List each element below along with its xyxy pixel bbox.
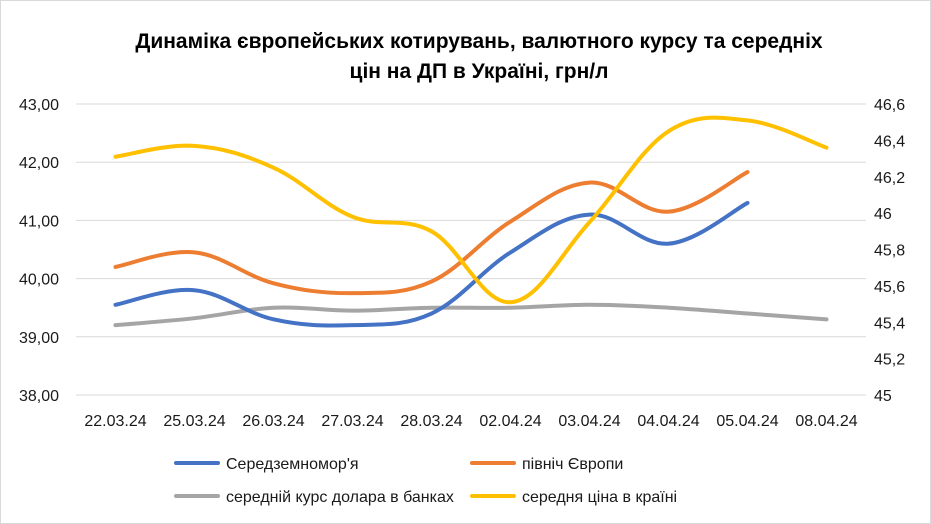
y-axis-right: 45 45,2 45,4 45,6 45,8 46 46,2 46,4 46,6 bbox=[874, 97, 905, 405]
y-right-tick-label: 46,2 bbox=[874, 170, 905, 187]
x-tick-label: 27.03.24 bbox=[321, 413, 383, 430]
series-line-0 bbox=[113, 200, 750, 328]
series-line-3 bbox=[113, 115, 829, 305]
x-tick-label: 26.03.24 bbox=[242, 413, 304, 430]
series-line-1 bbox=[113, 170, 750, 296]
chart-title-line-2: цін на ДП в Україні, грн/л bbox=[350, 60, 609, 83]
x-tick-label: 03.04.24 bbox=[558, 413, 620, 430]
chart-title-line-1: Динаміка європейських котирувань, валютн… bbox=[135, 30, 823, 53]
y-right-tick-label: 45,8 bbox=[874, 243, 905, 260]
x-tick-label: 02.04.24 bbox=[479, 413, 541, 430]
x-tick-label: 05.04.24 bbox=[716, 413, 778, 430]
series-line-2 bbox=[113, 302, 829, 328]
legend: Середземномор'я північ Європи середній кур… bbox=[174, 456, 677, 506]
x-tick-label: 08.04.24 bbox=[795, 413, 857, 430]
y-right-tick-label: 45,2 bbox=[874, 352, 905, 369]
y-right-tick-label: 46,6 bbox=[874, 97, 905, 114]
y-right-tick-label: 46 bbox=[874, 206, 892, 223]
y-left-tick-label: 42,00 bbox=[19, 155, 59, 172]
legend-label: середня ціна в країні bbox=[522, 489, 677, 506]
legend-label: північ Європи bbox=[522, 456, 623, 473]
x-tick-label: 25.03.24 bbox=[163, 413, 225, 430]
series-lines bbox=[113, 115, 829, 328]
y-left-tick-label: 43,00 bbox=[19, 97, 59, 114]
y-right-tick-label: 45,4 bbox=[874, 315, 905, 332]
y-axis-left: 38,00 39,00 40,00 41,00 42,00 43,00 bbox=[19, 97, 59, 405]
legend-label: середній курс долара в банках bbox=[226, 489, 454, 506]
y-left-tick-label: 40,00 bbox=[19, 272, 59, 289]
y-right-tick-label: 45 bbox=[874, 388, 892, 405]
x-tick-label: 28.03.24 bbox=[400, 413, 462, 430]
grid-lines bbox=[76, 103, 866, 338]
y-left-tick-label: 39,00 bbox=[19, 330, 59, 347]
y-left-tick-label: 41,00 bbox=[19, 213, 59, 230]
x-tick-label: 22.03.24 bbox=[84, 413, 146, 430]
legend-label: Середземномор'я bbox=[226, 456, 359, 473]
y-right-tick-label: 45,6 bbox=[874, 279, 905, 296]
y-left-tick-label: 38,00 bbox=[19, 388, 59, 405]
x-tick-label: 04.04.24 bbox=[637, 413, 699, 430]
y-right-tick-label: 46,4 bbox=[874, 133, 905, 150]
x-axis: 22.03.24 25.03.24 26.03.24 27.03.24 28.03.24… bbox=[76, 394, 866, 430]
